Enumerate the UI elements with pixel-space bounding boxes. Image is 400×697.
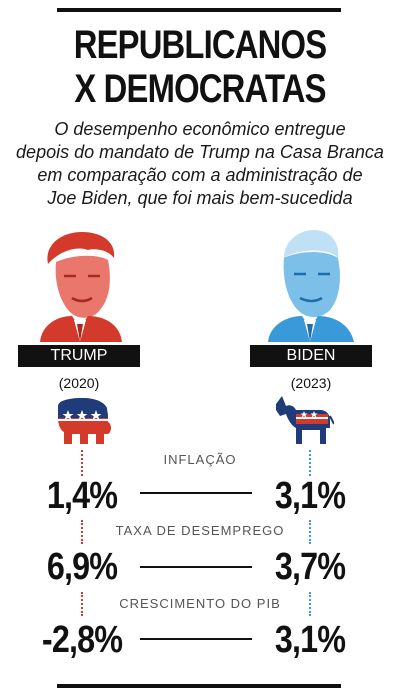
subtitle-line: O desempenho econômico entregue — [54, 119, 346, 139]
republican-dotted-guide — [81, 520, 83, 544]
metric-label-unemployment: TAXA DE DESEMPREGO — [115, 523, 285, 538]
metric-label-gdp-growth: CRESCIMENTO DO PIB — [119, 596, 281, 611]
biden-gdp-value: 3,1% — [274, 619, 346, 661]
trump-year: (2020) — [58, 375, 100, 391]
biden-inflation-value: 3,1% — [274, 475, 346, 517]
biden-unemployment-value: 3,7% — [274, 546, 346, 588]
democrat-dotted-guide — [309, 520, 311, 544]
comparison-line — [140, 638, 252, 640]
republican-dotted-guide — [81, 450, 83, 476]
elephant-icon — [58, 398, 111, 444]
trump-gdp-value: -2,8% — [41, 619, 123, 661]
republican-dotted-guide — [81, 592, 83, 616]
subtitle: O desempenho econômico entregue depois d… — [0, 118, 400, 210]
top-rule — [57, 8, 341, 12]
trump-nameplate: TRUMP — [18, 345, 140, 367]
donkey-icon — [276, 396, 334, 444]
biden-portrait — [268, 230, 354, 342]
democrat-dotted-guide — [309, 592, 311, 616]
headline-line-1: REPUBLICANOS — [73, 23, 327, 67]
comparison-line — [140, 566, 252, 568]
metric-label-inflation: INFLAÇÃO — [163, 452, 237, 467]
subtitle-line: em comparação com a administração de — [37, 165, 363, 185]
bottom-rule — [57, 684, 341, 688]
subtitle-line: depois do mandato de Trump na Casa Branc… — [16, 142, 384, 162]
subtitle-line: Joe Biden, que foi mais bem-sucedida — [47, 188, 353, 208]
comparison-line — [140, 492, 252, 494]
democrat-dotted-guide — [309, 450, 311, 476]
biden-nameplate: BIDEN — [250, 345, 372, 367]
headline-line-2: X DEMOCRATAS — [74, 67, 326, 111]
biden-year: (2023) — [290, 375, 332, 391]
trump-inflation-value: 1,4% — [46, 475, 118, 517]
trump-unemployment-value: 6,9% — [46, 546, 118, 588]
trump-portrait — [40, 232, 122, 342]
